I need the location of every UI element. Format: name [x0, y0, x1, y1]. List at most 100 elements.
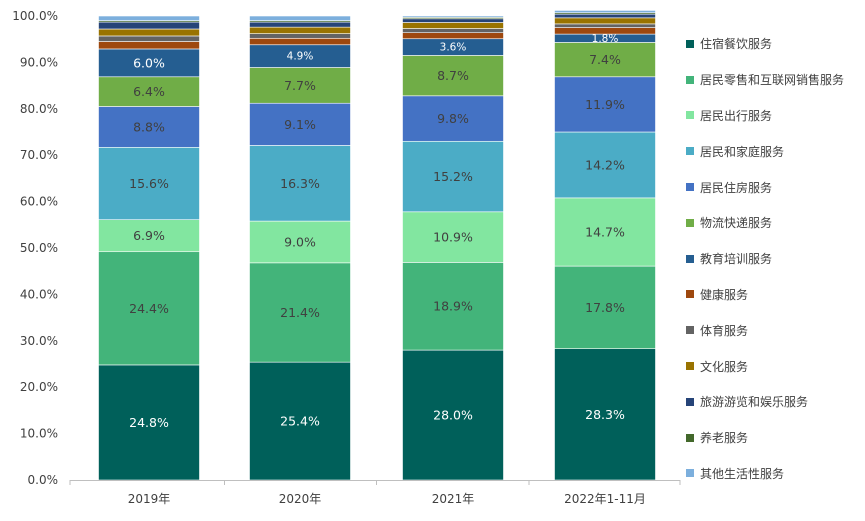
y-tick-label: 40.0% [20, 287, 58, 301]
bar-segment [402, 55, 504, 97]
legend-item: 旅游游览和娱乐服务 [686, 384, 864, 420]
legend-swatch [686, 183, 694, 192]
legend-swatch [686, 254, 694, 263]
legend-label: 养老服务 [700, 431, 749, 446]
bar-segment [249, 15, 351, 21]
y-tick-label: 10.0% [20, 427, 58, 441]
legend-item: 居民和家庭服务 [686, 133, 864, 169]
bar-segment [554, 265, 656, 349]
bar-segment [249, 26, 351, 34]
bar-area: 24.8% 24.4% 6.9% 15.6% 8.8% 6.4% 6.0% 25.4% 21.4… [98, 10, 656, 481]
bar-segment [402, 18, 504, 23]
data-label: 8.7% [437, 68, 469, 83]
legend-item: 体育服务 [686, 312, 864, 348]
legend-label: 教育培训服务 [700, 252, 773, 267]
data-label: 17.8% [585, 300, 625, 315]
data-label: 14.7% [585, 224, 625, 239]
bar-segment [249, 33, 351, 39]
bar-stack: 25.4% 21.4% 9.0% 16.3% 9.1% 7.7% 4.9% [249, 15, 351, 481]
legend-swatch [686, 433, 694, 442]
bar-segment [402, 15, 504, 18]
x-tick-label: 2022年1-11月 [564, 492, 646, 506]
legend-label: 健康服务 [700, 287, 749, 302]
bar-segment [554, 13, 656, 19]
data-label: 7.7% [284, 78, 316, 93]
bar-stack: 24.8% 24.4% 6.9% 15.6% 8.8% 6.4% 6.0% [98, 15, 200, 481]
y-tick-label: 30.0% [20, 334, 58, 348]
bar-segment [402, 22, 504, 29]
legend-swatch [686, 397, 694, 406]
bar-segment [554, 17, 656, 25]
y-tick-label: 20.0% [20, 380, 58, 394]
bar-segment [402, 95, 504, 142]
legend-label: 文化服务 [700, 359, 749, 374]
y-tick-label: 80.0% [20, 102, 58, 116]
bar-segment [554, 10, 656, 14]
legend-label: 物流快递服务 [700, 216, 773, 231]
legend-label: 居民和家庭服务 [700, 144, 785, 159]
bar-segment [98, 364, 200, 481]
data-label: 6.4% [133, 84, 165, 99]
bar-segment [554, 42, 656, 78]
data-label: 28.0% [433, 408, 473, 423]
x-tick-label: 2021年 [432, 492, 475, 506]
bar-segment [98, 21, 200, 30]
bar-segment [249, 67, 351, 104]
y-tick-label: 90.0% [20, 55, 58, 69]
data-label: 10.9% [433, 230, 473, 245]
legend-item: 教育培训服务 [686, 241, 864, 277]
bar-segment [554, 27, 656, 35]
data-label: 15.6% [129, 176, 169, 191]
legend-swatch [686, 362, 694, 371]
bar-segment [98, 35, 200, 42]
data-label: 21.4% [280, 305, 320, 320]
data-label: 9.1% [284, 117, 316, 132]
legend-label: 居民住房服务 [700, 180, 773, 195]
bar-segment [249, 102, 351, 146]
bar-segment [98, 15, 200, 21]
data-label: 14.2% [585, 157, 625, 172]
bar-segment [249, 37, 351, 46]
legend-label: 住宿餐饮服务 [700, 37, 773, 52]
legend-swatch [686, 218, 694, 227]
bar-segment [554, 23, 656, 28]
legend-swatch [686, 39, 694, 48]
data-label: 9.0% [284, 234, 316, 249]
y-tick-label: 100.0% [12, 9, 58, 23]
bar-segment [98, 147, 200, 220]
data-label: 28.3% [585, 407, 625, 422]
bar-stack: 28.3% 17.8% 14.7% 14.2% 11.9% 7.4% 1.8% [554, 10, 656, 481]
y-tick-label: 0.0% [28, 473, 59, 487]
bar-segment [402, 211, 504, 263]
bar-segment [249, 220, 351, 264]
legend-swatch [686, 75, 694, 84]
y-tick-label: 60.0% [20, 195, 58, 209]
data-label: 8.8% [133, 119, 165, 134]
x-tick-label: 2020年 [279, 492, 322, 506]
y-axis: 0.0% 10.0% 20.0% 30.0% 40.0% 50.0% 60.0% 70.0% 8… [12, 9, 58, 487]
legend-item: 健康服务 [686, 277, 864, 313]
x-tick-label: 2019年 [128, 492, 171, 506]
data-label: 24.4% [129, 301, 169, 316]
bar-segment [402, 32, 504, 40]
legend-swatch [686, 469, 694, 478]
bar-segment [98, 219, 200, 253]
bar-stack: 28.0% 18.9% 10.9% 15.2% 9.8% 8.7% 3.6% [402, 15, 504, 481]
bar-segment [98, 76, 200, 107]
legend-label: 旅游游览和娱乐服务 [700, 395, 809, 410]
bar-segment [402, 262, 504, 351]
legend-item: 居民住房服务 [686, 169, 864, 205]
data-label: 15.2% [433, 169, 473, 184]
data-label: 6.9% [133, 228, 165, 243]
legend-label: 居民出行服务 [700, 108, 773, 123]
legend-item: 物流快递服务 [686, 205, 864, 241]
bar-segment [98, 251, 200, 366]
bar-segment [98, 106, 200, 148]
legend-item: 住宿餐饮服务 [686, 26, 864, 62]
bar-segment [402, 349, 504, 481]
data-label: 4.9% [287, 51, 314, 63]
data-label: 3.6% [440, 42, 467, 54]
legend-label: 体育服务 [700, 323, 749, 338]
y-tick-label: 70.0% [20, 148, 58, 162]
